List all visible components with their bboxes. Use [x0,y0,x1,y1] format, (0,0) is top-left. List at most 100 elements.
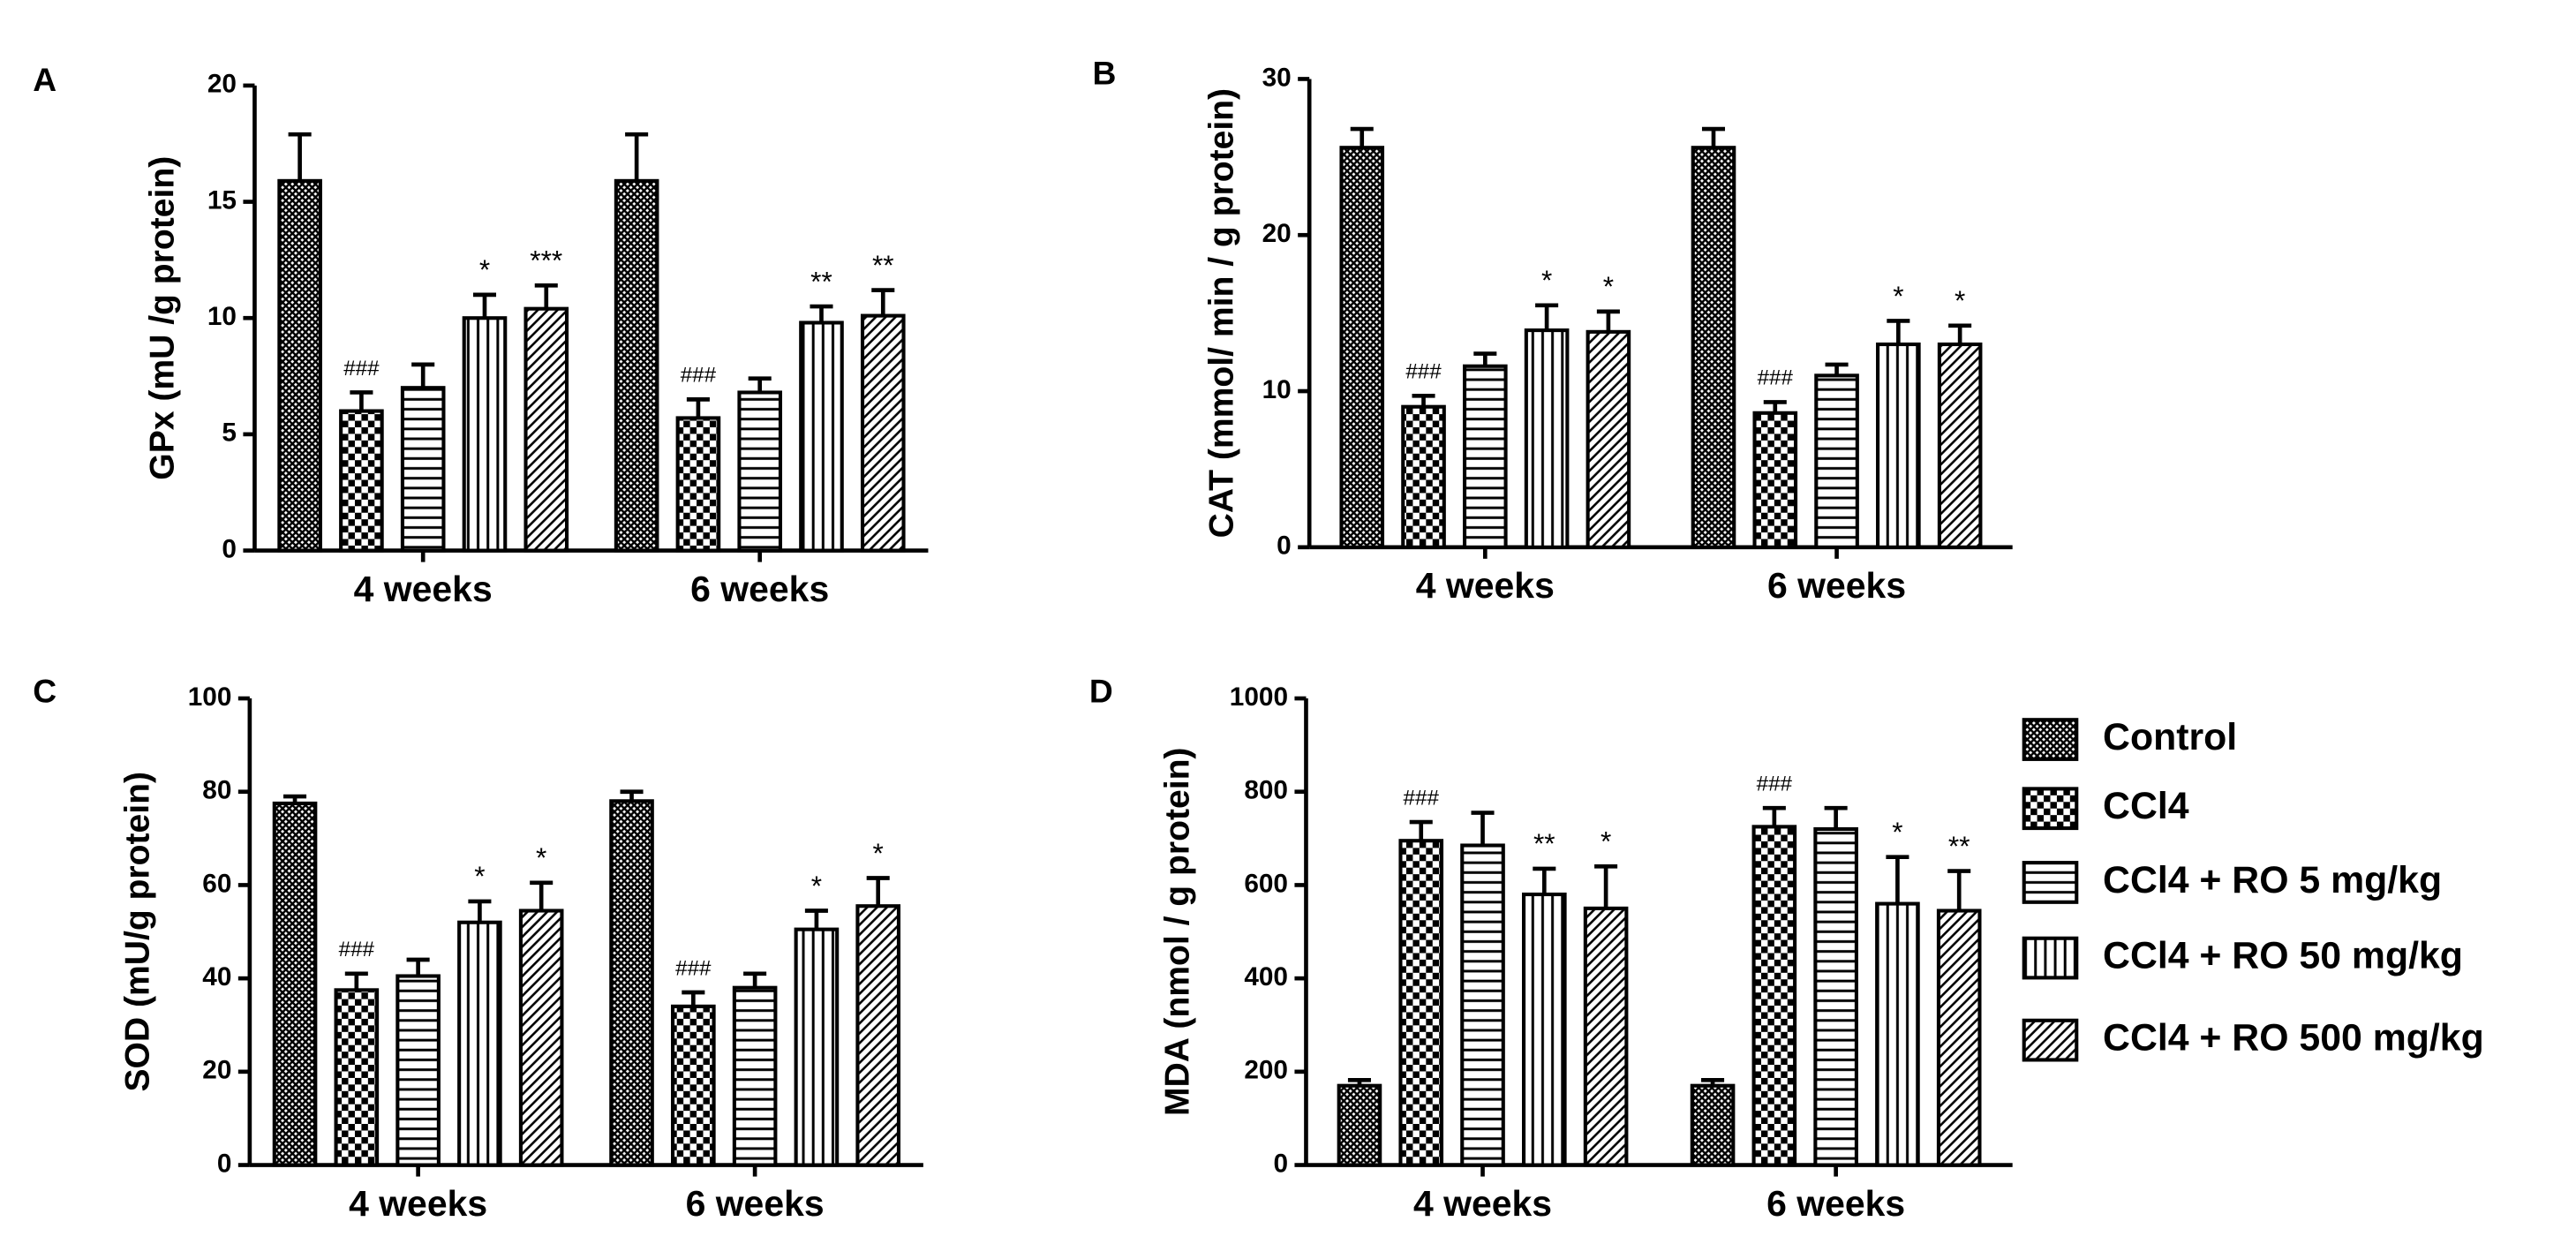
y-tick-label: 5 [222,418,237,448]
bar [1937,342,1983,549]
bar [860,313,906,553]
y-axis-label: GPx (mU /g protein) [143,156,181,480]
legend-swatch [2022,718,2079,761]
y-tick-label: 100 [188,682,232,712]
significance-label: * [1893,280,1903,312]
x-tick-label: 4 weeks [1413,1183,1552,1224]
significance-label: * [1892,816,1902,848]
panel-label: A [33,61,56,98]
bar [1936,908,1982,1167]
x-tick-label: 6 weeks [1767,565,1906,606]
bar [1814,373,1859,549]
legend-swatch [2022,936,2079,980]
significance-label: ** [810,265,832,297]
legend-label: CCl4 + RO 50 mg/kg [2103,934,2463,976]
y-tick-label: 30 [1262,63,1292,92]
significance-label: ** [1533,827,1555,859]
bar [1337,1083,1382,1167]
significance-label: * [1955,284,1965,316]
y-tick-label: 10 [207,302,237,331]
legend-swatch [2022,787,2079,831]
bar [1401,404,1446,549]
bar [1876,342,1921,549]
bar [732,985,778,1167]
legend-label: CCl4 + RO 500 mg/kg [2103,1016,2484,1059]
bar [1586,329,1631,549]
bar [334,988,380,1167]
significance-label: * [811,870,822,901]
bar [400,386,446,553]
y-tick-label: 200 [1244,1056,1288,1085]
bar [1583,906,1629,1167]
y-tick-label: 1000 [1230,682,1288,712]
significance-label: * [1601,826,1611,857]
y-tick-label: 20 [207,70,237,99]
bar [609,799,654,1167]
significance-label: ### [1757,773,1793,796]
panel-label: C [33,672,56,709]
y-axis-label: SOD (mU/g protein) [119,772,157,1092]
significance-label: ### [675,956,712,980]
significance-label: * [536,841,546,873]
significance-label: ### [1758,366,1794,390]
bar [1522,892,1567,1167]
y-tick-label: 10 [1262,375,1292,404]
bar [1339,146,1385,549]
legend-label: CCl4 [2103,785,2189,827]
bar [794,927,840,1167]
bar [339,409,384,553]
legend-label: Control [2103,716,2237,758]
bar [1813,826,1858,1167]
y-axis-label: CAT (mmol/ min / g protein) [1203,88,1241,538]
significance-label: ### [339,938,375,961]
x-tick-label: 6 weeks [690,569,829,609]
significance-label: * [474,860,485,892]
y-tick-label: 15 [207,185,237,215]
x-tick-label: 6 weeks [686,1183,825,1224]
panel-label: B [1093,55,1117,92]
significance-label: * [873,837,884,869]
x-tick-label: 4 weeks [349,1183,487,1224]
bar [1875,901,1920,1167]
y-tick-label: 0 [222,534,237,563]
panel-label: D [1089,672,1113,709]
bar [272,801,318,1167]
y-tick-label: 40 [202,962,231,991]
bar [671,1004,716,1167]
bar [1460,843,1505,1167]
y-tick-label: 400 [1244,962,1288,991]
bar [277,178,322,553]
y-tick-label: 80 [202,776,231,805]
y-tick-label: 800 [1244,776,1288,805]
significance-label: ### [1405,360,1442,384]
significance-label: * [1541,264,1552,296]
significance-label: * [1603,270,1614,302]
x-tick-label: 6 weeks [1766,1183,1905,1224]
bar [1752,411,1798,549]
bar [523,306,569,553]
significance-label: ### [681,364,717,388]
bar [1398,839,1444,1167]
significance-label: *** [530,245,562,276]
x-tick-label: 4 weeks [1416,565,1555,606]
y-tick-label: 60 [202,869,231,898]
bar [675,416,721,553]
bar [395,974,441,1167]
significance-label: ### [343,357,380,381]
bar [1463,364,1508,549]
x-tick-label: 4 weeks [354,569,493,609]
significance-label: ** [872,249,894,281]
bar [1690,1083,1736,1167]
legend-label: CCl4 + RO 5 mg/kg [2103,859,2442,901]
y-tick-label: 20 [1262,219,1292,248]
bar [518,908,564,1167]
bar [1524,328,1570,549]
y-tick-label: 0 [217,1149,232,1178]
bar [1751,825,1797,1167]
bar [799,320,844,553]
bar [462,316,508,553]
significance-label: ** [1948,830,1970,862]
bar [1691,146,1736,549]
y-tick-label: 600 [1244,869,1288,898]
